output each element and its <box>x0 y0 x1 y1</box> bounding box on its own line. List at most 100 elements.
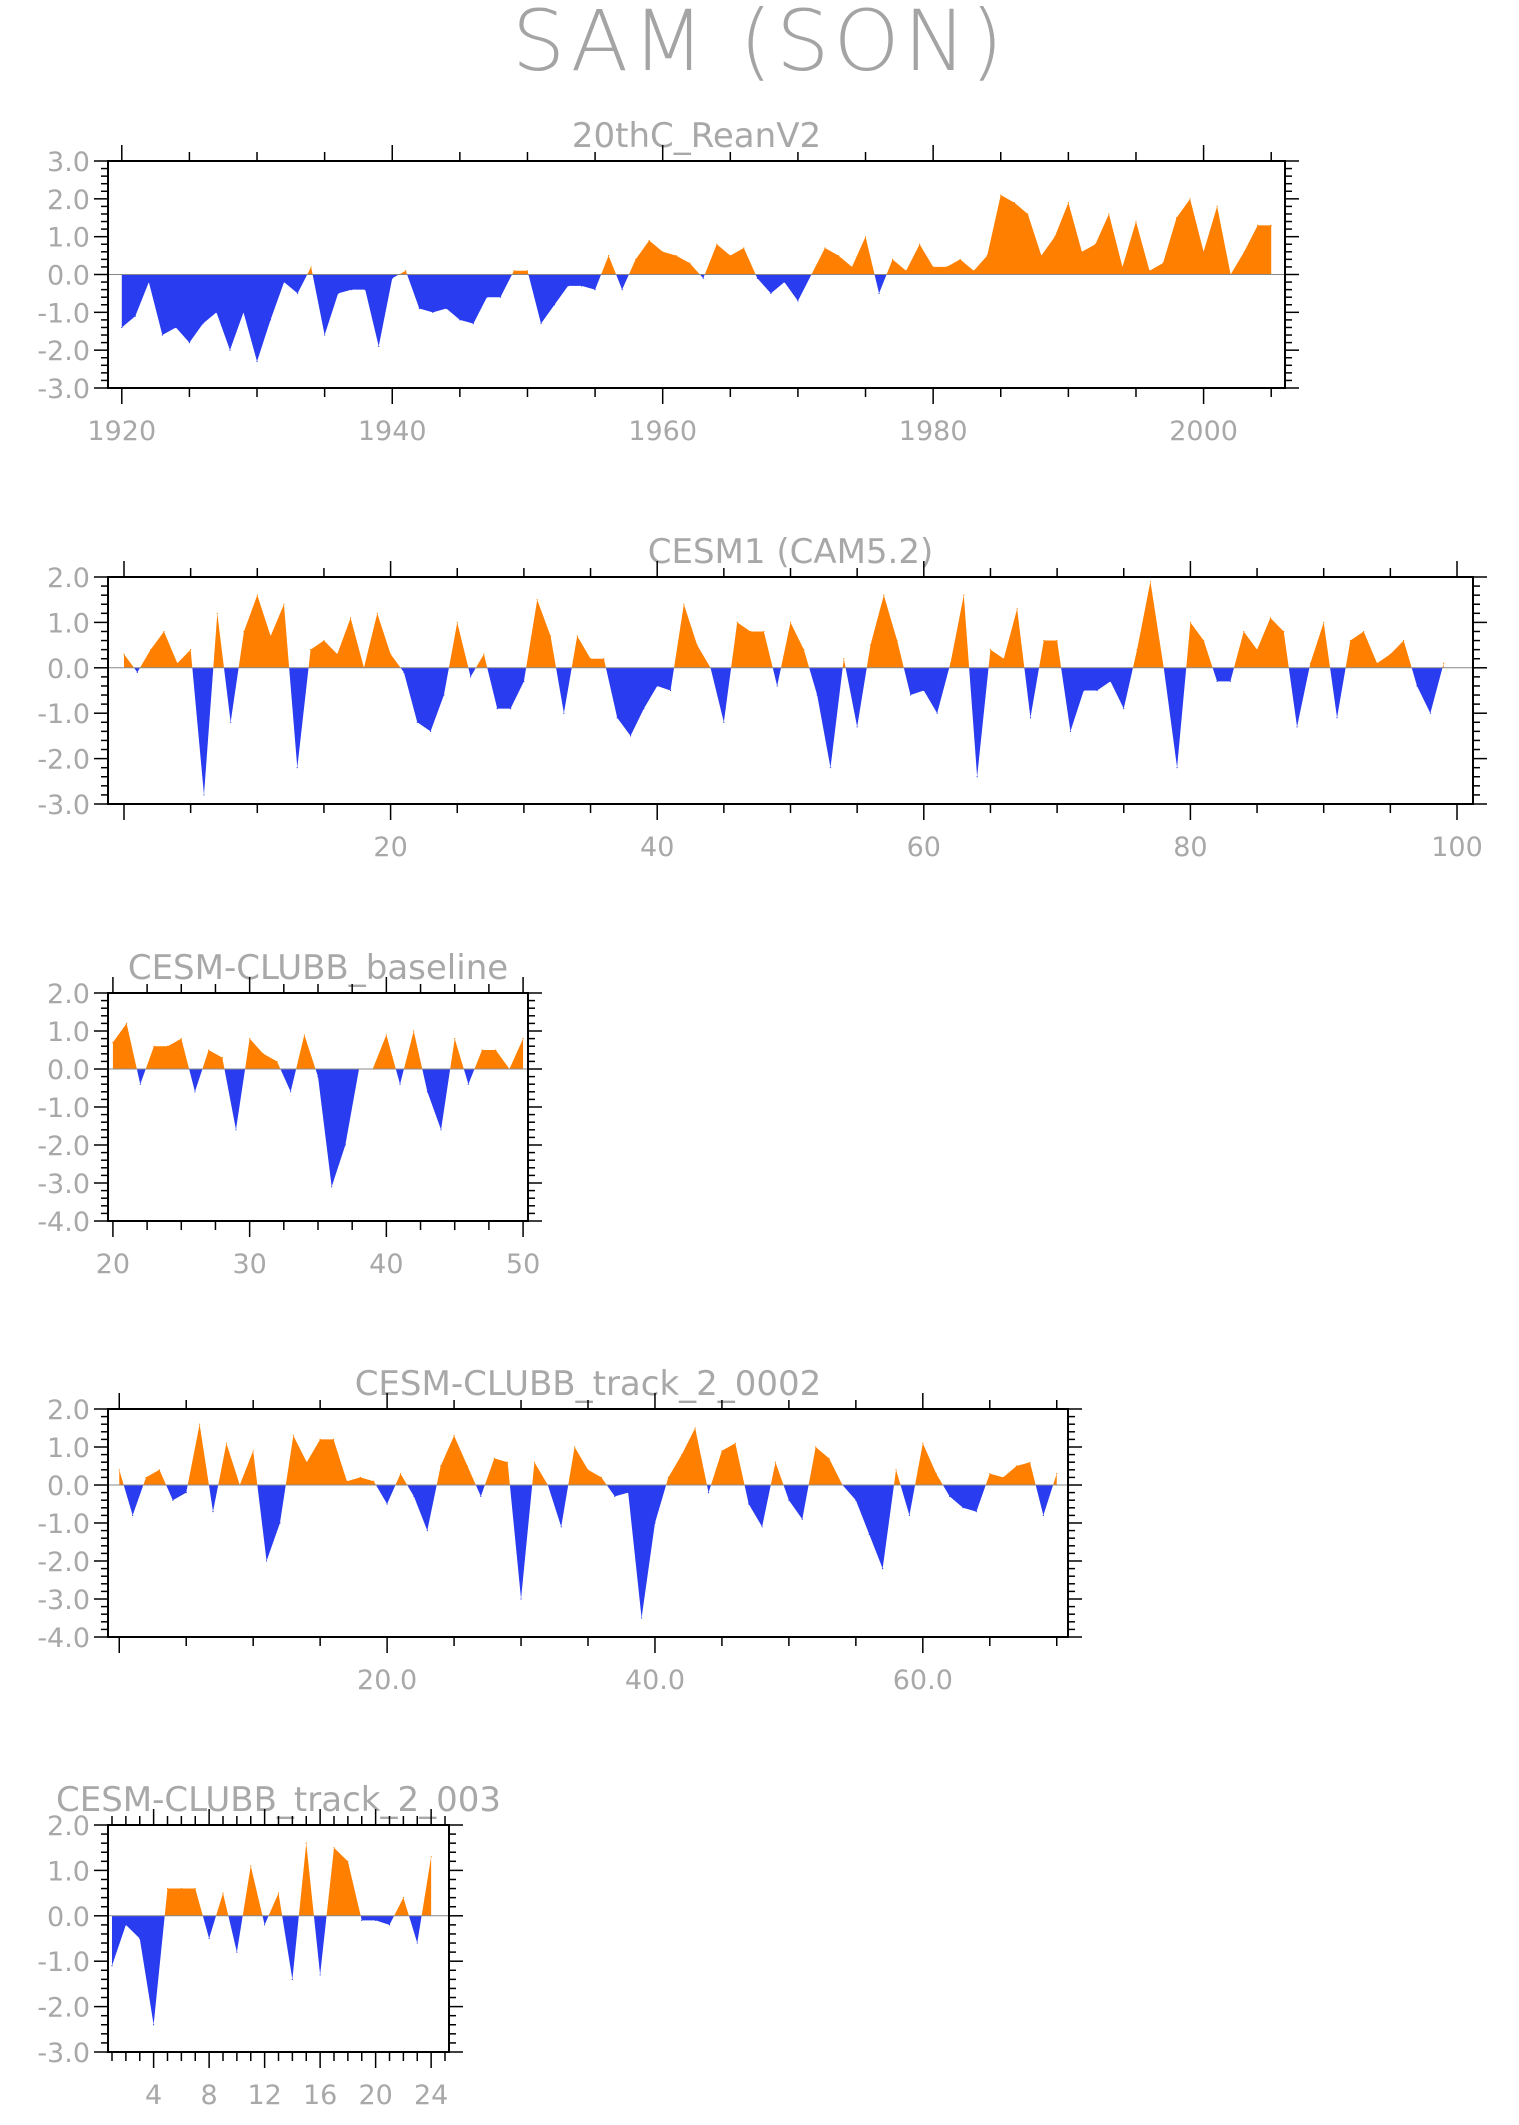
figure-title: SAM (SON) <box>511 0 1008 90</box>
data-point <box>851 266 853 268</box>
data-point <box>756 277 758 279</box>
data-point <box>203 794 205 796</box>
data-point <box>440 1465 442 1467</box>
x-tick-label: 100 <box>1431 832 1483 863</box>
data-point <box>185 1492 187 1494</box>
data-point <box>337 292 339 295</box>
data-point <box>305 1842 307 1844</box>
data-point <box>290 1091 292 1093</box>
data-point <box>643 708 645 710</box>
y-tick-label: 0.0 <box>47 1902 90 1933</box>
data-point <box>1243 630 1245 633</box>
data-point <box>230 721 232 723</box>
data-point <box>351 289 353 291</box>
data-point <box>292 1435 294 1437</box>
data-point <box>225 1442 227 1444</box>
x-tick-label: 24 <box>414 2080 448 2111</box>
data-point <box>868 1533 870 1535</box>
data-point <box>576 635 578 637</box>
data-point <box>803 649 805 651</box>
data-point <box>1270 224 1272 226</box>
data-point <box>123 653 125 655</box>
data-point <box>459 319 461 321</box>
data-point <box>1013 202 1015 204</box>
data-point <box>249 1038 251 1040</box>
data-point <box>277 1892 280 1894</box>
data-point <box>256 594 258 596</box>
data-point <box>1000 194 1002 196</box>
x-tick-label: 20 <box>358 2080 392 2111</box>
data-point <box>788 1499 790 1501</box>
data-point <box>375 1919 377 1921</box>
data-point <box>560 1526 562 1528</box>
data-point <box>1216 680 1218 683</box>
data-point <box>118 1469 120 1471</box>
data-point <box>689 262 691 264</box>
data-point <box>180 1887 182 1890</box>
data-point <box>480 1495 482 1497</box>
data-point <box>1136 649 1138 651</box>
data-point <box>376 612 378 614</box>
plot-frame <box>107 992 529 1222</box>
y-tick-label: -2.0 <box>37 745 90 776</box>
x-tick-label: 80 <box>1173 832 1207 863</box>
data-point <box>454 1038 456 1040</box>
data-point <box>1043 639 1045 642</box>
data-point <box>1175 217 1178 219</box>
data-point <box>495 1049 497 1051</box>
data-point <box>908 1514 911 1516</box>
data-point <box>1042 1514 1044 1516</box>
data-point <box>1243 251 1245 253</box>
data-point <box>683 603 685 605</box>
data-point <box>153 1045 155 1047</box>
data-point <box>1149 580 1152 583</box>
data-point <box>627 1492 629 1494</box>
x-tick-label: 30 <box>232 1249 266 1280</box>
data-point <box>734 1442 736 1444</box>
x-tick-label: 50 <box>506 1249 540 1280</box>
data-point <box>175 326 177 329</box>
panel-clubb-track2-003: CESM-CLUBB_track_2_003 -3.0 -2.0 -1.0 0.0 1.… <box>37 1780 501 2111</box>
series-positive-area <box>121 195 1272 275</box>
data-point <box>148 281 150 283</box>
data-point <box>472 323 474 325</box>
data-point <box>229 349 231 351</box>
data-point <box>194 1091 196 1093</box>
data-point <box>283 603 285 605</box>
data-point <box>824 247 826 249</box>
y-tick-label: 0.0 <box>47 1055 90 1086</box>
data-point <box>776 685 778 687</box>
data-point <box>716 243 718 245</box>
data-point <box>667 1476 669 1478</box>
data-point <box>1349 639 1351 642</box>
data-point <box>1376 662 1378 664</box>
y-tick-label: 1.0 <box>47 1856 90 1887</box>
data-point <box>549 635 552 637</box>
data-point <box>1256 649 1258 651</box>
data-point <box>533 1461 536 1463</box>
data-point <box>949 662 952 664</box>
data-point <box>264 1924 266 1926</box>
data-point <box>1323 621 1325 624</box>
panel-cesm1: CESM1 (CAM5.2) -3.0 -2.0 -1.0 0.0 1.0 2.0 20 40… <box>37 532 1487 863</box>
plot-frame <box>107 1408 1069 1638</box>
data-point <box>580 285 583 287</box>
data-point <box>262 1053 264 1055</box>
data-point <box>496 708 498 710</box>
data-point <box>235 1129 237 1131</box>
data-point <box>603 658 605 660</box>
data-point <box>215 311 218 313</box>
data-point <box>761 1526 763 1528</box>
data-point <box>440 1129 442 1131</box>
y-tick-label: -1.0 <box>37 298 90 329</box>
x-tick-label: 1940 <box>358 416 427 447</box>
data-point <box>946 266 948 268</box>
data-point <box>1443 662 1445 664</box>
data-point <box>986 254 988 257</box>
data-point <box>265 1560 268 1562</box>
series-positive-area <box>112 1023 524 1069</box>
data-point <box>1081 251 1083 253</box>
y-tick-label: -3.0 <box>37 374 90 405</box>
data-point <box>882 1568 884 1570</box>
